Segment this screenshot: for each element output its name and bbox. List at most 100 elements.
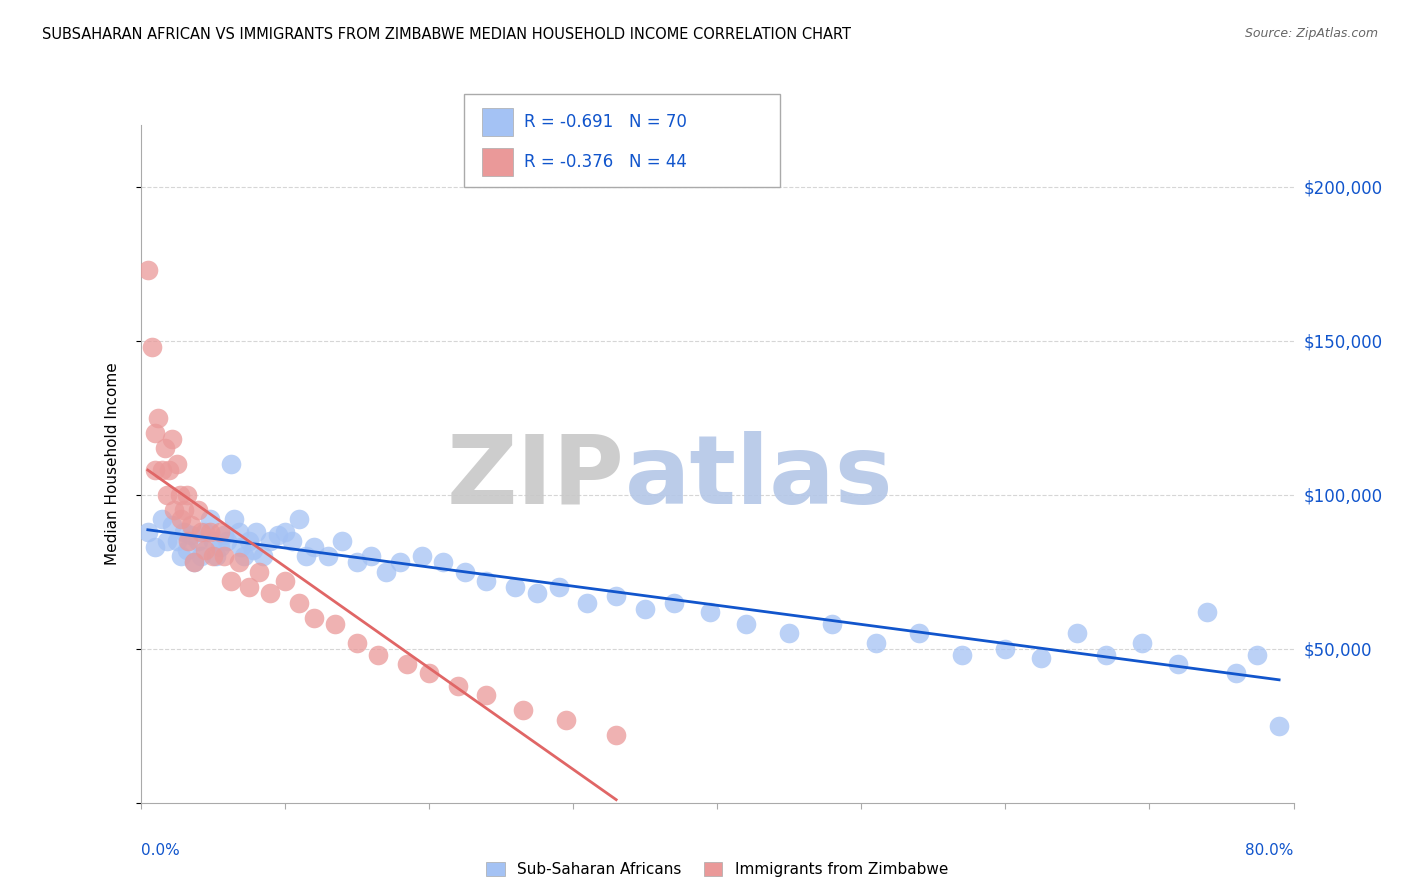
Point: [576, 595, 599, 609]
Point: [302, 540, 325, 554]
Text: 80.0%: 80.0%: [1246, 844, 1294, 858]
Point: [162, 432, 184, 446]
Point: [176, 488, 198, 502]
Point: [228, 556, 250, 570]
Point: [778, 626, 800, 640]
Point: [1095, 648, 1118, 662]
Point: [201, 549, 224, 564]
Point: [166, 533, 188, 548]
Point: [475, 574, 498, 588]
Point: [447, 679, 470, 693]
Point: [238, 533, 260, 548]
Point: [547, 580, 569, 594]
Point: [411, 549, 433, 564]
Point: [396, 657, 419, 672]
Point: [183, 556, 205, 570]
Point: [143, 540, 166, 554]
Point: [1268, 719, 1291, 733]
Point: [821, 617, 844, 632]
Point: [360, 549, 382, 564]
Point: [316, 549, 339, 564]
Point: [259, 586, 281, 600]
Point: [177, 533, 200, 548]
Y-axis label: Median Household Income: Median Household Income: [105, 362, 120, 566]
Point: [274, 574, 297, 588]
Point: [169, 488, 191, 502]
Point: [141, 340, 163, 354]
Text: 0.0%: 0.0%: [141, 844, 180, 858]
Point: [605, 590, 627, 604]
Point: [346, 556, 368, 570]
Text: R = -0.691   N = 70: R = -0.691 N = 70: [524, 113, 688, 131]
Point: [242, 543, 264, 558]
Point: [634, 601, 657, 615]
Point: [150, 463, 173, 477]
Point: [173, 524, 195, 539]
Point: [155, 488, 177, 502]
Point: [281, 533, 304, 548]
Point: [187, 533, 209, 548]
Point: [136, 524, 159, 539]
Point: [166, 457, 188, 471]
Point: [994, 641, 1017, 656]
Point: [190, 524, 212, 539]
Point: [194, 543, 217, 558]
Point: [143, 463, 166, 477]
Point: [176, 543, 198, 558]
Point: [512, 703, 534, 717]
Point: [252, 549, 274, 564]
Point: [295, 549, 318, 564]
Point: [699, 605, 721, 619]
Point: [418, 666, 440, 681]
Point: [190, 549, 212, 564]
Text: Source: ZipAtlas.com: Source: ZipAtlas.com: [1244, 27, 1378, 40]
Point: [503, 580, 526, 594]
Point: [187, 503, 209, 517]
Point: [238, 580, 260, 594]
Point: [212, 549, 235, 564]
Point: [155, 533, 177, 548]
Point: [159, 463, 180, 477]
Point: [950, 648, 973, 662]
Point: [302, 611, 325, 625]
Point: [170, 549, 193, 564]
Point: [374, 565, 396, 579]
Point: [173, 503, 195, 517]
Point: [908, 626, 931, 640]
Point: [162, 518, 184, 533]
Point: [288, 512, 311, 526]
Point: [153, 442, 176, 456]
Point: [247, 565, 270, 579]
Point: [388, 556, 411, 570]
Text: SUBSAHARAN AFRICAN VS IMMIGRANTS FROM ZIMBABWE MEDIAN HOUSEHOLD INCOME CORRELATI: SUBSAHARAN AFRICAN VS IMMIGRANTS FROM ZI…: [42, 27, 851, 42]
Point: [180, 518, 202, 533]
Point: [266, 527, 288, 541]
Point: [1167, 657, 1189, 672]
Point: [1066, 626, 1088, 640]
Point: [183, 556, 205, 570]
Point: [432, 556, 454, 570]
Point: [1195, 605, 1218, 619]
Point: [346, 635, 368, 649]
Text: R = -0.376   N = 44: R = -0.376 N = 44: [524, 153, 688, 170]
Point: [163, 503, 186, 517]
Point: [224, 512, 246, 526]
Point: [288, 595, 311, 609]
Point: [198, 524, 221, 539]
Point: [143, 425, 166, 440]
Point: [208, 540, 231, 554]
Point: [605, 728, 627, 742]
Point: [146, 410, 169, 425]
Point: [332, 533, 354, 548]
Point: [526, 586, 548, 600]
Point: [662, 595, 685, 609]
Point: [1225, 666, 1247, 681]
Point: [865, 635, 887, 649]
Point: [180, 527, 202, 541]
Point: [367, 648, 389, 662]
Point: [554, 713, 576, 727]
Point: [150, 512, 173, 526]
Point: [454, 565, 477, 579]
Text: ZIP: ZIP: [447, 431, 624, 524]
Point: [208, 524, 231, 539]
